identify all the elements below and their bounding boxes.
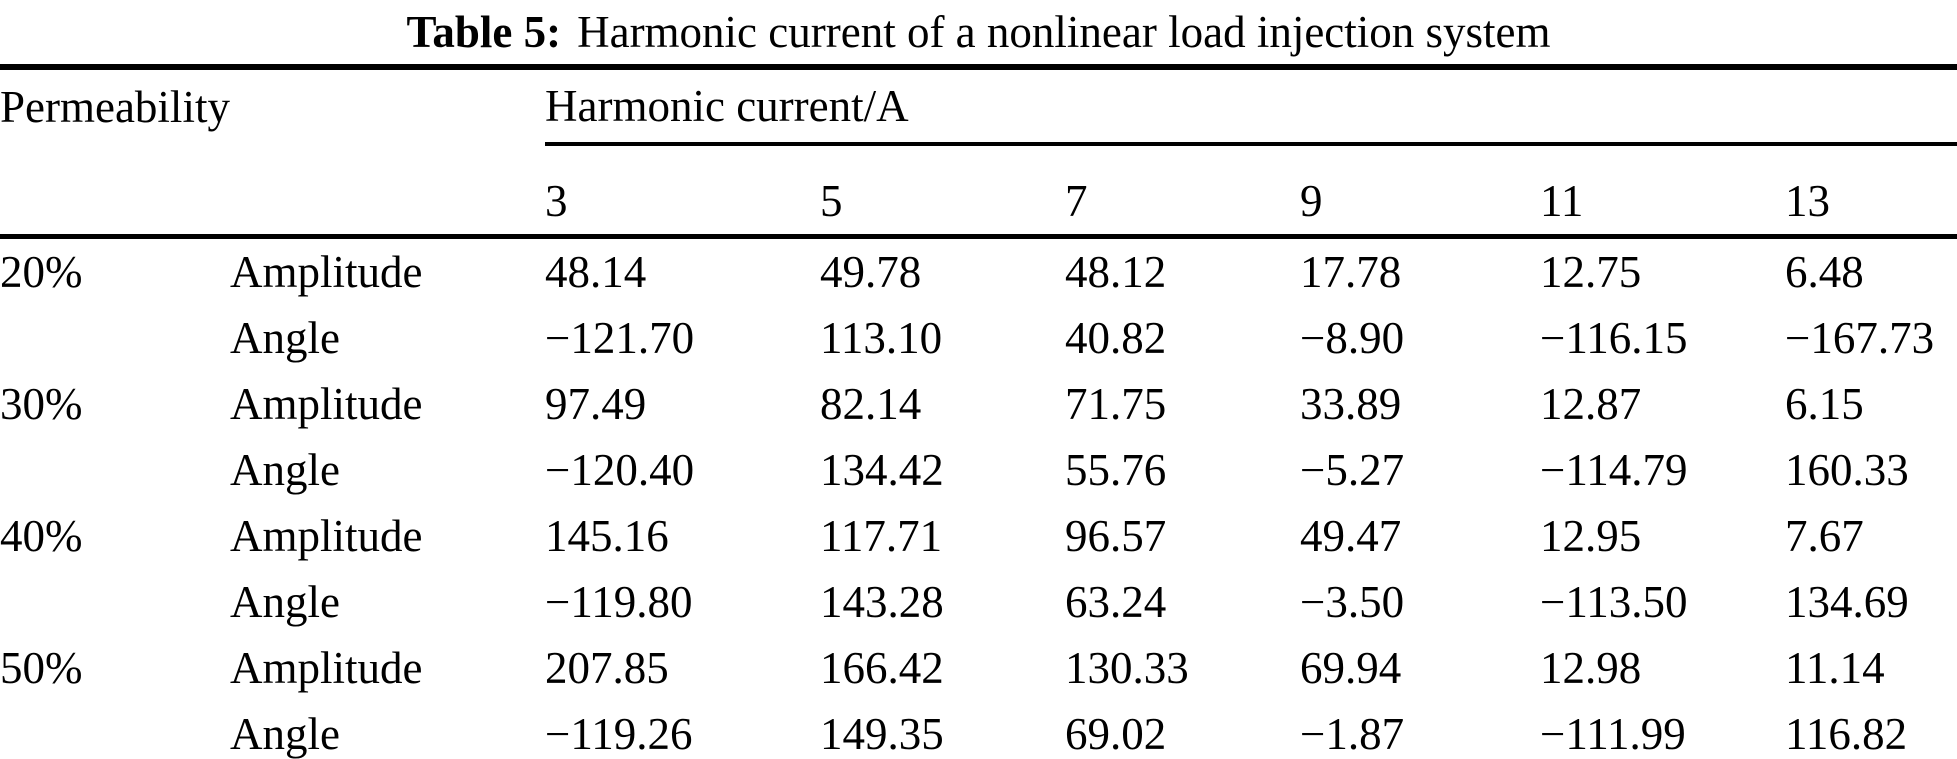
permeability-cell xyxy=(0,305,230,371)
value-cell: 143.28 xyxy=(820,576,944,627)
value-cell: −8.90 xyxy=(1300,312,1405,363)
value-cell: 69.02 xyxy=(1065,701,1301,759)
header-row-orders: 3 5 7 9 11 13 xyxy=(0,144,1957,239)
permeability-cell xyxy=(0,701,230,759)
table-row: Angle −119.80 143.28 63.24 −3.50 −113.50… xyxy=(0,569,1957,635)
value-cell: 69.94 xyxy=(1300,642,1402,693)
row-type-cell: Angle xyxy=(230,701,546,759)
value-cell: 134.42 xyxy=(820,444,944,495)
value-cell: 166.42 xyxy=(820,642,944,693)
row-type-cell: Amplitude xyxy=(230,510,423,561)
row-type-cell: Amplitude xyxy=(230,642,423,693)
value-cell: 96.57 xyxy=(1065,510,1167,561)
value-cell: −3.50 xyxy=(1300,576,1405,627)
table-caption: Table 5: Harmonic current of a nonlinear… xyxy=(0,0,1957,64)
harmonic-order-header-13: 13 xyxy=(1785,144,1957,239)
harmonic-order-header-11: 11 xyxy=(1540,144,1786,239)
value-cell: 49.78 xyxy=(820,246,922,297)
value-cell: 11.14 xyxy=(1785,642,1885,693)
harmonic-order-header-3: 3 xyxy=(545,144,821,239)
value-cell: −114.79 xyxy=(1540,444,1688,495)
value-cell: 55.76 xyxy=(1065,444,1167,495)
permeability-cell: 40% xyxy=(0,510,83,561)
value-cell: −116.15 xyxy=(1540,312,1688,363)
value-cell: 12.98 xyxy=(1540,642,1642,693)
value-cell: 160.33 xyxy=(1785,444,1909,495)
value-cell: −5.27 xyxy=(1300,444,1405,495)
value-cell: −113.50 xyxy=(1540,576,1688,627)
table-row: Angle −121.70 113.10 40.82 −8.90 −116.15… xyxy=(0,305,1957,371)
value-cell: −167.73 xyxy=(1785,312,1935,363)
value-cell: −119.26 xyxy=(545,701,821,759)
header-row-group: Permeability Harmonic current/A xyxy=(0,64,1957,146)
value-cell: 82.14 xyxy=(820,378,922,429)
permeability-cell: 30% xyxy=(0,378,83,429)
harmonic-current-group-header: Harmonic current/A xyxy=(545,64,1957,146)
permeability-column-header: Permeability xyxy=(0,64,546,144)
value-cell: 6.48 xyxy=(1785,246,1864,297)
value-cell: 49.47 xyxy=(1300,510,1402,561)
value-cell: 113.10 xyxy=(820,312,943,363)
row-type-cell: Angle xyxy=(230,576,340,627)
value-cell: 48.12 xyxy=(1065,246,1167,297)
table-row: 30% Amplitude 97.49 82.14 71.75 33.89 12… xyxy=(0,371,1957,437)
permeability-cell: 20% xyxy=(0,246,83,297)
table-caption-number: Table 5: xyxy=(406,6,562,57)
value-cell: −119.80 xyxy=(545,576,693,627)
value-cell: 116.82 xyxy=(1785,701,1957,759)
table-row: 50% Amplitude 207.85 166.42 130.33 69.94… xyxy=(0,635,1957,701)
value-cell: 134.69 xyxy=(1785,576,1909,627)
value-cell: 207.85 xyxy=(545,642,669,693)
row-type-cell: Angle xyxy=(230,444,340,495)
value-cell: −121.70 xyxy=(545,312,695,363)
table-caption-title: Harmonic current of a nonlinear load inj… xyxy=(577,6,1551,57)
value-cell: 12.87 xyxy=(1540,378,1642,429)
value-cell: 117.71 xyxy=(820,510,943,561)
value-cell: 63.24 xyxy=(1065,576,1167,627)
value-cell: 12.95 xyxy=(1540,510,1642,561)
table-row: Angle −119.26 149.35 69.02 −1.87 −111.99… xyxy=(0,701,1957,759)
value-cell: 97.49 xyxy=(545,378,647,429)
row-type-cell: Amplitude xyxy=(230,246,423,297)
value-cell: −111.99 xyxy=(1540,701,1786,759)
value-cell: 40.82 xyxy=(1065,312,1167,363)
value-cell: −1.87 xyxy=(1300,701,1541,759)
value-cell: 149.35 xyxy=(820,701,1066,759)
value-cell: 33.89 xyxy=(1300,378,1402,429)
value-cell: 48.14 xyxy=(545,246,647,297)
table-row: 20% Amplitude 48.14 49.78 48.12 17.78 12… xyxy=(0,237,1957,306)
value-cell: 145.16 xyxy=(545,510,669,561)
harmonic-current-table: Permeability Harmonic current/A 3 5 7 9 … xyxy=(0,64,1957,759)
value-cell: 71.75 xyxy=(1065,378,1167,429)
value-cell: 12.75 xyxy=(1540,246,1642,297)
value-cell: 6.15 xyxy=(1785,378,1864,429)
permeability-cell xyxy=(0,569,230,635)
value-cell: 130.33 xyxy=(1065,642,1189,693)
row-type-cell: Angle xyxy=(230,312,340,363)
harmonic-order-header-5: 5 xyxy=(820,144,1066,239)
value-cell: 7.67 xyxy=(1785,510,1864,561)
harmonic-order-header-7: 7 xyxy=(1065,144,1301,239)
value-cell: −120.40 xyxy=(545,444,695,495)
row-type-cell: Amplitude xyxy=(230,378,423,429)
value-cell: 17.78 xyxy=(1300,246,1402,297)
table-row: Angle −120.40 134.42 55.76 −5.27 −114.79… xyxy=(0,437,1957,503)
permeability-cell: 50% xyxy=(0,642,83,693)
empty-header-cell xyxy=(0,144,546,239)
harmonic-order-header-9: 9 xyxy=(1300,144,1541,239)
permeability-cell xyxy=(0,437,230,503)
table-row: 40% Amplitude 145.16 117.71 96.57 49.47 … xyxy=(0,503,1957,569)
